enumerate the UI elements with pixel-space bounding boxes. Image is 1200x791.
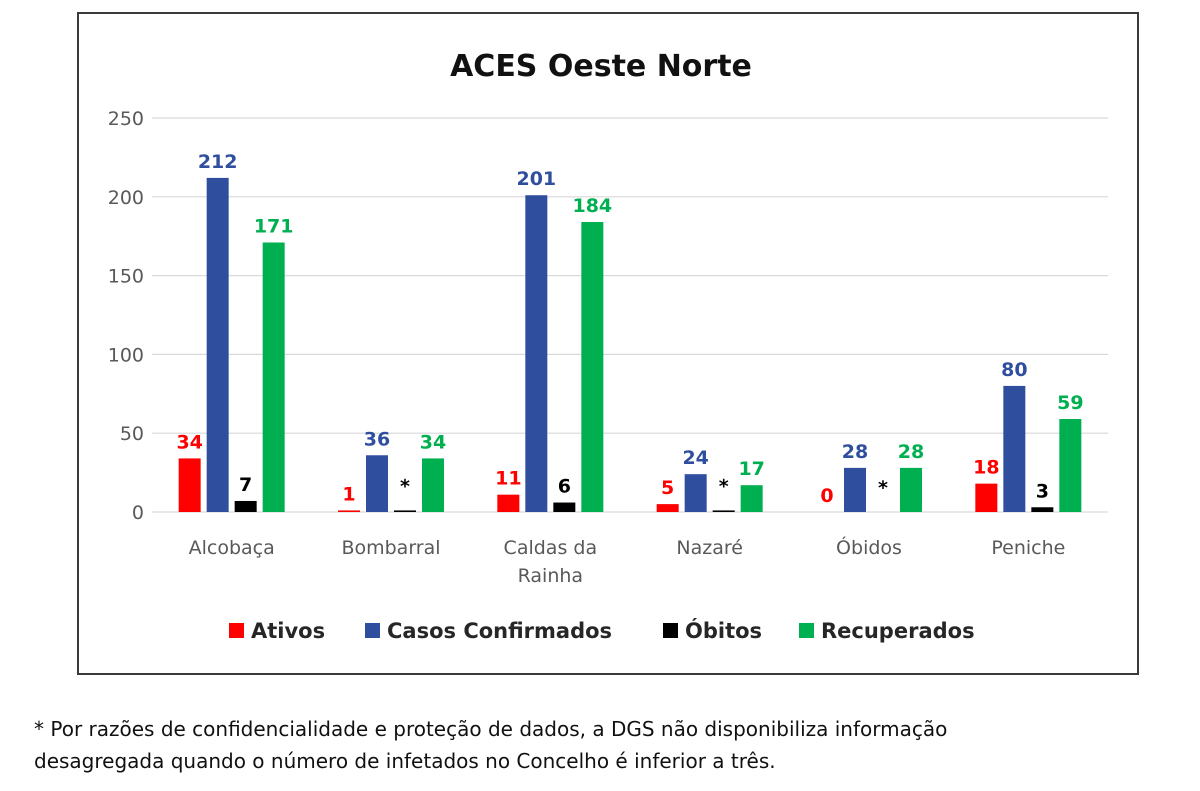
x-tick-label: Rainha bbox=[518, 565, 583, 587]
bar-óbitos bbox=[394, 510, 416, 512]
data-label: 34 bbox=[420, 431, 446, 453]
data-label: 28 bbox=[898, 441, 924, 463]
bar-casos-confirmados bbox=[525, 195, 548, 512]
data-label: 171 bbox=[254, 216, 294, 238]
bar-óbitos bbox=[1031, 507, 1054, 512]
x-tick-label: Óbidos bbox=[836, 535, 902, 559]
footnote: * Por razões de confidencialidade e prot… bbox=[34, 713, 1174, 777]
y-tick-label: 250 bbox=[108, 108, 144, 130]
bars bbox=[178, 177, 1082, 513]
bar-casos-confirmados bbox=[206, 177, 229, 512]
legend-swatch bbox=[663, 623, 678, 638]
legend-label: Óbitos bbox=[685, 618, 762, 643]
gridlines bbox=[152, 117, 1108, 513]
legend-label: Recuperados bbox=[821, 619, 975, 643]
bar-recuperados bbox=[262, 242, 285, 512]
bar-recuperados bbox=[740, 485, 763, 512]
data-label: 59 bbox=[1057, 392, 1083, 414]
legend-label: Ativos bbox=[251, 619, 325, 643]
data-label: * bbox=[400, 475, 410, 497]
x-tick-label: Bombarral bbox=[341, 537, 440, 559]
x-axis-ticks: Alcobaça Bombarral Caldas da Rainha Nazaré Ób… bbox=[189, 535, 1066, 587]
data-label: 212 bbox=[198, 151, 238, 173]
bar-recuperados bbox=[581, 222, 604, 513]
data-label: 0 bbox=[820, 485, 833, 507]
data-label: * bbox=[878, 477, 888, 499]
data-label: 1 bbox=[342, 483, 355, 505]
bar-ativos bbox=[338, 510, 360, 512]
legend-swatch bbox=[799, 623, 814, 638]
y-tick-label: 0 bbox=[132, 502, 144, 524]
y-tick-label: 150 bbox=[108, 266, 144, 288]
legend: Ativos Casos Confirmados Óbitos Recuperados bbox=[229, 618, 975, 643]
chart-title: ACES Oeste Norte bbox=[450, 49, 752, 84]
data-label: 18 bbox=[973, 457, 999, 479]
data-label: 36 bbox=[364, 428, 390, 450]
data-label: 201 bbox=[516, 168, 556, 190]
legend-swatch bbox=[365, 623, 380, 638]
y-tick-label: 100 bbox=[108, 344, 144, 366]
y-tick-label: 50 bbox=[120, 423, 144, 445]
footnote-line-2: desagregada quando o número de infetados… bbox=[34, 749, 776, 773]
bar-óbitos bbox=[712, 510, 735, 512]
bar-casos-confirmados bbox=[366, 455, 388, 512]
bar-casos-confirmados bbox=[844, 467, 866, 512]
data-label: 5 bbox=[661, 477, 674, 499]
data-label: * bbox=[719, 475, 729, 497]
bar-recuperados bbox=[1059, 419, 1082, 512]
bar-óbitos bbox=[234, 500, 257, 512]
bar-casos-confirmados bbox=[1003, 385, 1026, 512]
bar-recuperados bbox=[900, 467, 922, 512]
y-tick-label: 200 bbox=[108, 187, 144, 209]
data-label: 3 bbox=[1036, 480, 1049, 502]
x-tick-label: Caldas da bbox=[504, 537, 598, 559]
legend-label: Casos Confirmados bbox=[387, 619, 612, 643]
data-label: 6 bbox=[558, 476, 571, 498]
data-labels: 34 212 7 171 1 36 * 34 11 201 6 184 5 24 * 17 0 28 * 28 18 80… bbox=[176, 151, 1083, 507]
data-label: 80 bbox=[1001, 359, 1027, 381]
data-label: 24 bbox=[682, 447, 708, 469]
data-label: 28 bbox=[842, 441, 868, 463]
bar-ativos bbox=[178, 458, 201, 512]
y-axis-ticks: 0 50 100 150 200 250 bbox=[108, 108, 144, 524]
bar-ativos bbox=[656, 504, 679, 512]
x-tick-label: Alcobaça bbox=[189, 537, 275, 559]
bar-ativos bbox=[975, 483, 998, 512]
x-tick-label: Peniche bbox=[991, 537, 1065, 559]
footnote-line-1: * Por razões de confidencialidade e prot… bbox=[34, 717, 948, 741]
bar-ativos bbox=[497, 494, 520, 512]
data-label: 184 bbox=[572, 195, 612, 217]
data-label: 34 bbox=[176, 431, 202, 453]
chart-frame: ACES Oeste Norte 0 50 100 150 200 250 34 212 7 1… bbox=[77, 12, 1139, 675]
bar-recuperados bbox=[422, 458, 444, 512]
legend-swatch bbox=[229, 623, 244, 638]
data-label: 7 bbox=[239, 474, 252, 496]
data-label: 11 bbox=[495, 468, 521, 490]
bar-casos-confirmados bbox=[684, 474, 707, 512]
bar-óbitos bbox=[553, 502, 576, 512]
data-label: 17 bbox=[738, 458, 764, 480]
x-tick-label: Nazaré bbox=[676, 537, 743, 559]
